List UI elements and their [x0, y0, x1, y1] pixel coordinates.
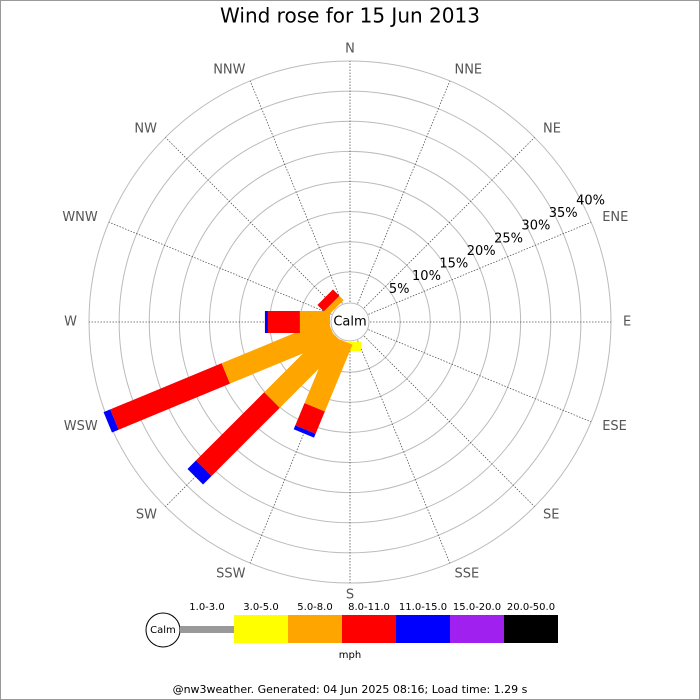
direction-label: NNW [213, 62, 245, 77]
petal-segment [299, 311, 330, 333]
calm-circle [330, 302, 370, 342]
direction-label: W [64, 315, 77, 330]
direction-label: N [345, 42, 355, 57]
petal-segment [267, 311, 300, 333]
petal-segment [323, 295, 344, 316]
petal-segment [221, 319, 336, 384]
r-tick-label: 20% [467, 244, 496, 259]
direction-label: SSW [216, 567, 246, 582]
spoke [363, 335, 535, 507]
direction-label: ENE [602, 210, 628, 225]
r-tick-label: 30% [521, 219, 550, 234]
legend-swatch [504, 615, 558, 643]
spoke [249, 80, 343, 304]
legend-label: 1.0-3.0 [189, 602, 224, 613]
direction-label: S [346, 588, 354, 603]
direction-label: NW [134, 121, 157, 136]
polar-grid: 5%10%15%20%25%30%35%40%NNNENEENEEESESESS… [62, 42, 631, 603]
legend-label: 8.0-11.0 [348, 602, 390, 613]
legend-label: 11.0-15.0 [399, 602, 447, 613]
petal-segment [317, 289, 340, 312]
direction-label: SW [136, 508, 157, 523]
legend-swatch [450, 615, 504, 643]
spoke [165, 137, 337, 309]
legend: Calm mph 1.0-3.0 3.0-5.0 5.0-8.0 8.0-11.0 11… [145, 602, 558, 661]
r-tick-label: 25% [494, 231, 523, 246]
petal-segment [187, 460, 212, 485]
direction-label: WSW [64, 419, 98, 434]
legend-swatch [396, 615, 450, 643]
petal-segment [293, 425, 316, 438]
petals [103, 289, 361, 485]
legend-swatch [288, 615, 342, 643]
petal-segment [264, 328, 344, 408]
chart-title: Wind rose for 15 Jun 2013 [220, 4, 480, 28]
direction-label: SSE [454, 567, 479, 582]
spoke [363, 137, 535, 309]
r-tick-label: 40% [576, 193, 605, 208]
legend-swatch [342, 615, 396, 643]
petal-segment [264, 311, 268, 333]
legend-label: 20.0-50.0 [507, 602, 555, 613]
legend-label: 15.0-20.0 [453, 602, 501, 613]
legend-units: mph [339, 650, 361, 661]
petal-segment [103, 409, 119, 433]
direction-label: ESE [602, 419, 627, 434]
r-tick-label: 35% [549, 206, 578, 221]
direction-label: WNW [62, 210, 98, 225]
spoke [357, 340, 451, 564]
direction-label: NNE [454, 62, 482, 77]
direction-label: NE [543, 121, 561, 136]
petal-segment [295, 403, 325, 434]
r-tick-label: 10% [412, 269, 441, 284]
petal-segment [196, 392, 280, 476]
spoke [357, 80, 451, 304]
petal-segment [304, 336, 353, 412]
footer: @nw3weather. Generated: 04 Jun 2025 08:1… [173, 683, 528, 696]
legend-swatch [180, 626, 234, 633]
r-tick-label: 5% [389, 282, 410, 297]
spoke [368, 329, 592, 423]
calm-label: Calm [333, 315, 366, 330]
legend-calm-label: Calm [150, 625, 176, 636]
r-tick-label: 15% [439, 257, 468, 272]
legend-swatch [234, 615, 288, 643]
legend-label: 3.0-5.0 [243, 602, 278, 613]
spoke [368, 221, 592, 315]
petal-segment [110, 363, 230, 430]
direction-label: SE [543, 508, 559, 523]
direction-label: E [623, 315, 631, 330]
spoke [108, 221, 332, 315]
legend-label: 5.0-8.0 [297, 602, 332, 613]
